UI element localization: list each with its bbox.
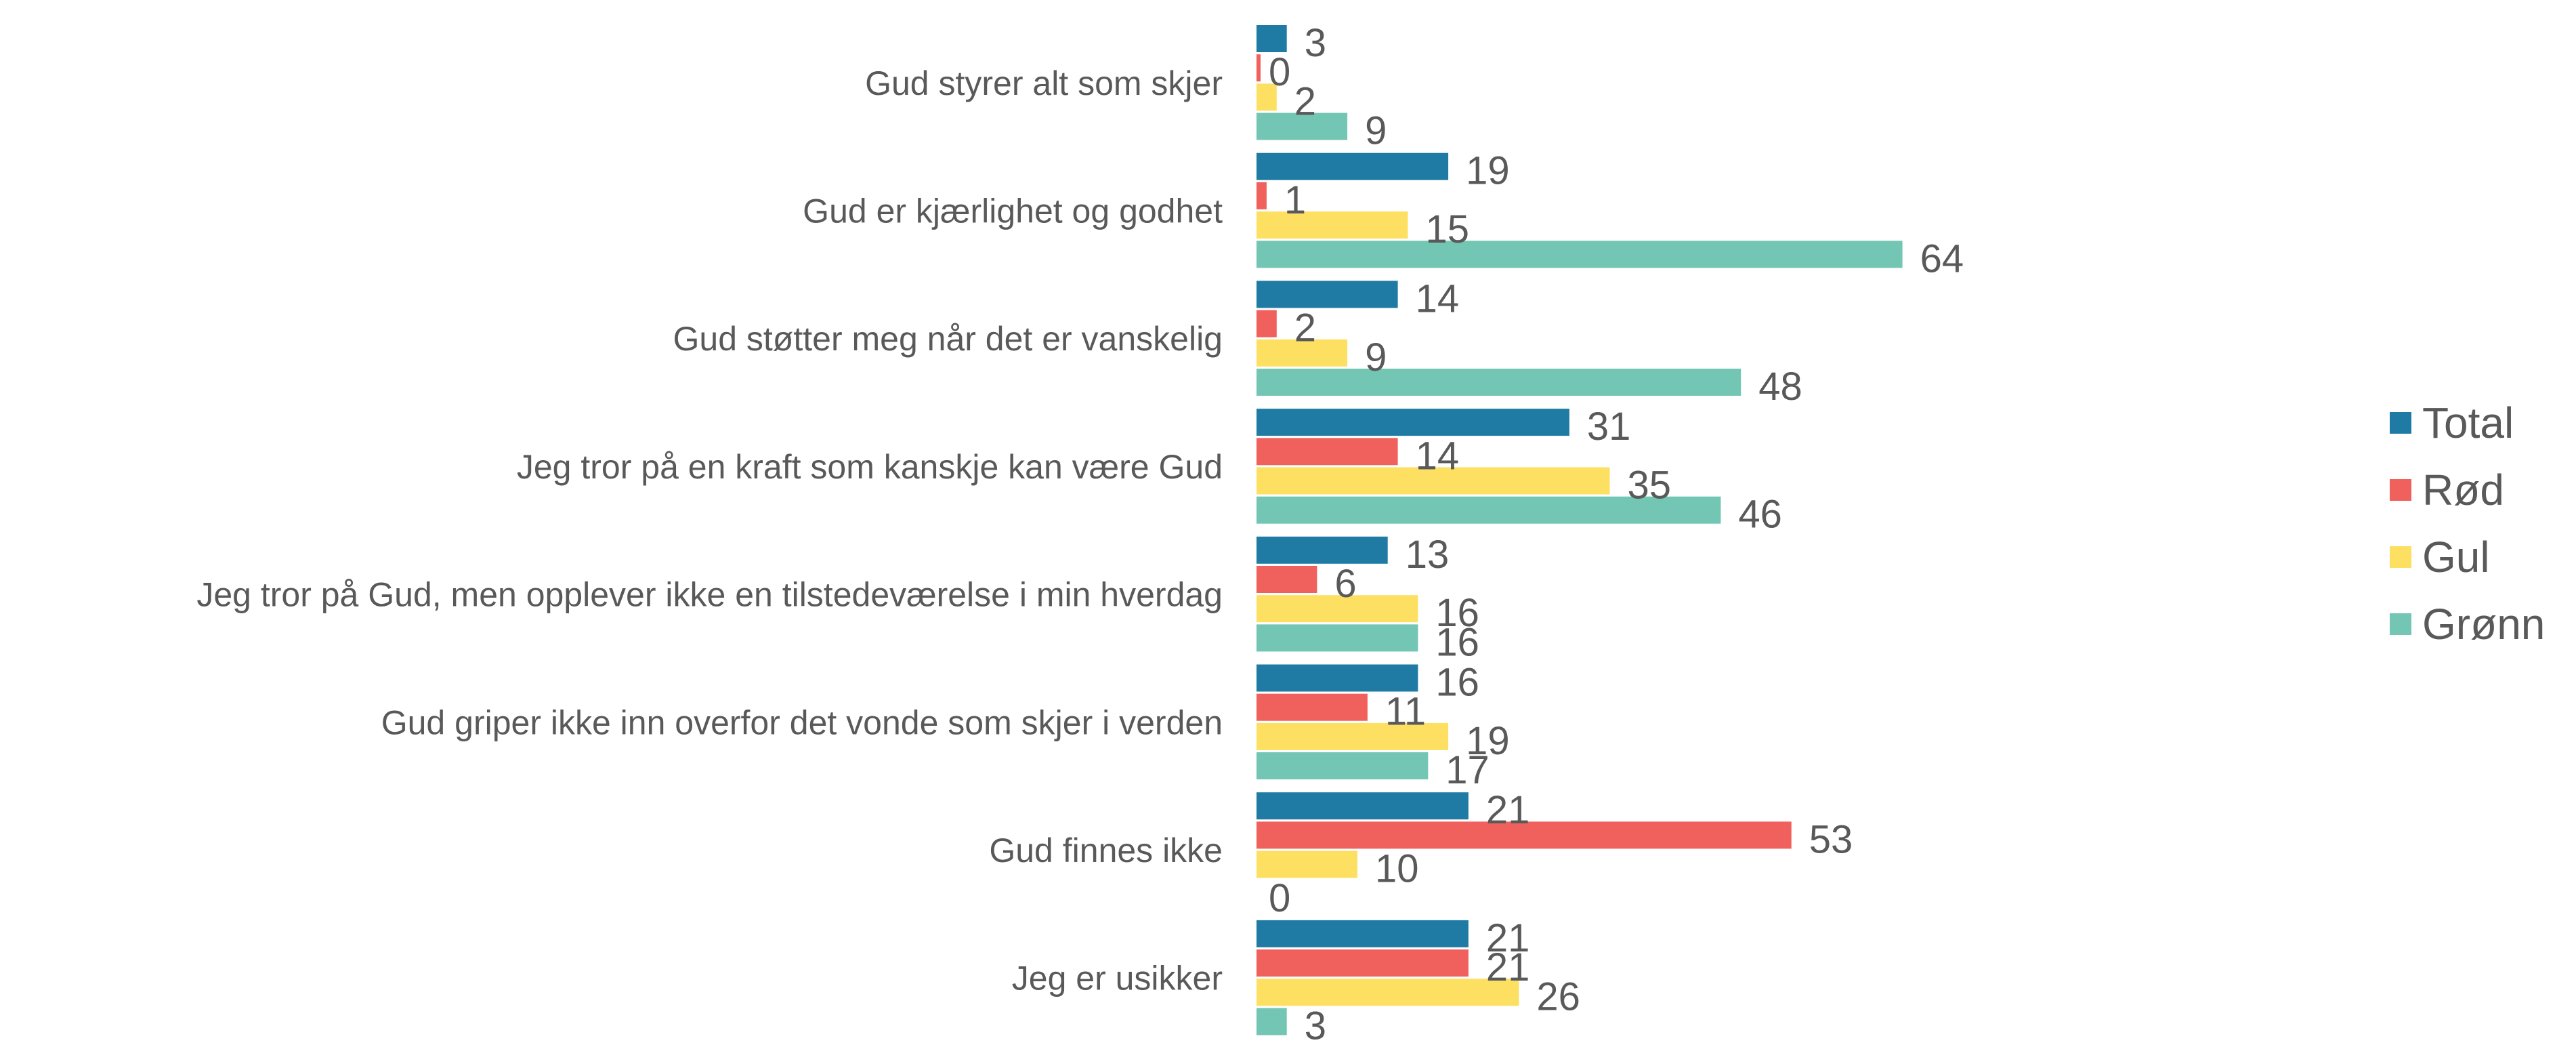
bar-total — [1257, 152, 1449, 180]
bar-total — [1257, 920, 1469, 947]
data-label: 6 — [1334, 562, 1356, 606]
data-label: 13 — [1406, 533, 1450, 577]
category-label: Gud støtter meg når det er vanskelig — [673, 320, 1223, 358]
data-label: 2 — [1294, 306, 1316, 350]
bar-gul — [1257, 595, 1418, 623]
data-label: 21 — [1486, 945, 1530, 989]
data-label: 1 — [1284, 178, 1306, 222]
bar-rd — [1257, 693, 1368, 721]
bar-gul — [1257, 722, 1449, 750]
data-label: 3 — [1305, 21, 1326, 65]
bar-rd — [1257, 949, 1469, 977]
data-label: 21 — [1486, 916, 1530, 960]
bar-gul — [1257, 850, 1357, 878]
data-label: 16 — [1435, 620, 1479, 664]
bars — [1257, 25, 1903, 1035]
bar-rd — [1257, 438, 1398, 466]
data-label: 2 — [1294, 79, 1316, 123]
category-label: Gud finnes ikke — [989, 832, 1223, 869]
category-label: Jeg tror på en kraft som kanskje kan vær… — [517, 448, 1223, 486]
data-label: 48 — [1758, 365, 1802, 409]
category-labels: Gud styrer alt som skjer Gud er kjærlighe… — [196, 64, 1223, 998]
data-label: 14 — [1416, 434, 1460, 478]
bar-gul — [1257, 83, 1277, 111]
data-label: 21 — [1486, 788, 1530, 832]
data-label: 11 — [1385, 690, 1426, 734]
bar-grnn — [1257, 752, 1429, 780]
bar-grnn — [1257, 496, 1721, 524]
category-label: Gud griper ikke inn overfor det vonde so… — [381, 703, 1223, 741]
data-label: 16 — [1435, 591, 1479, 635]
data-label: 10 — [1375, 847, 1419, 891]
legend-swatch-gul — [2390, 546, 2411, 568]
legend-label: Gul — [2422, 533, 2490, 581]
bar-gul — [1257, 467, 1610, 495]
bar-total — [1257, 792, 1469, 820]
bar-total — [1257, 409, 1569, 436]
data-label: 31 — [1587, 405, 1631, 449]
legend-swatch-grnn — [2390, 613, 2411, 635]
bar-rd — [1257, 182, 1267, 209]
data-label: 9 — [1365, 335, 1387, 379]
bar-total — [1257, 281, 1398, 308]
value-labels: 3029191156414294831143546136161616111917… — [1269, 21, 1964, 1047]
bar-grnn — [1257, 624, 1418, 652]
data-label: 16 — [1435, 661, 1479, 705]
data-label: 26 — [1536, 974, 1580, 1019]
data-label: 0 — [1269, 876, 1290, 920]
bar-rd — [1257, 310, 1277, 337]
bar-rd — [1257, 821, 1792, 849]
bar-grnn — [1257, 1008, 1287, 1035]
category-label: Jeg er usikker — [1012, 960, 1223, 998]
bar-grnn — [1257, 241, 1903, 268]
legend-label: Grønn — [2422, 600, 2545, 649]
legend-label: Total — [2422, 398, 2514, 447]
data-label: 0 — [1269, 50, 1290, 94]
bar-grnn — [1257, 369, 1741, 396]
bar-total — [1257, 664, 1418, 692]
category-label: Gud styrer alt som skjer — [865, 64, 1223, 102]
data-label: 17 — [1445, 748, 1490, 792]
bar-total — [1257, 25, 1287, 52]
bar-total — [1257, 536, 1388, 564]
category-label: Gud er kjærlighet og godhet — [803, 192, 1223, 230]
data-label: 53 — [1809, 817, 1853, 861]
category-label: Jeg tror på Gud, men opplever ikke en ti… — [196, 576, 1223, 614]
data-label: 46 — [1738, 493, 1782, 537]
data-label: 9 — [1365, 109, 1387, 153]
bar-gul — [1257, 339, 1348, 367]
data-label: 64 — [1920, 237, 1964, 281]
bar-rd — [1257, 54, 1261, 82]
legend: Total Rød Gul Grønn — [2390, 398, 2545, 649]
data-label: 15 — [1426, 207, 1470, 251]
legend-swatch-total — [2390, 412, 2411, 434]
data-label: 19 — [1466, 149, 1510, 193]
legend-swatch-rd — [2390, 479, 2411, 501]
data-label: 19 — [1466, 719, 1510, 763]
data-label: 35 — [1628, 464, 1672, 508]
bar-rd — [1257, 566, 1317, 593]
legend-label: Rød — [2422, 466, 2504, 514]
data-label: 14 — [1416, 276, 1460, 321]
bar-grnn — [1257, 112, 1348, 140]
data-label: 3 — [1305, 1004, 1326, 1047]
bar-gul — [1257, 979, 1519, 1006]
bar-gul — [1257, 211, 1408, 239]
